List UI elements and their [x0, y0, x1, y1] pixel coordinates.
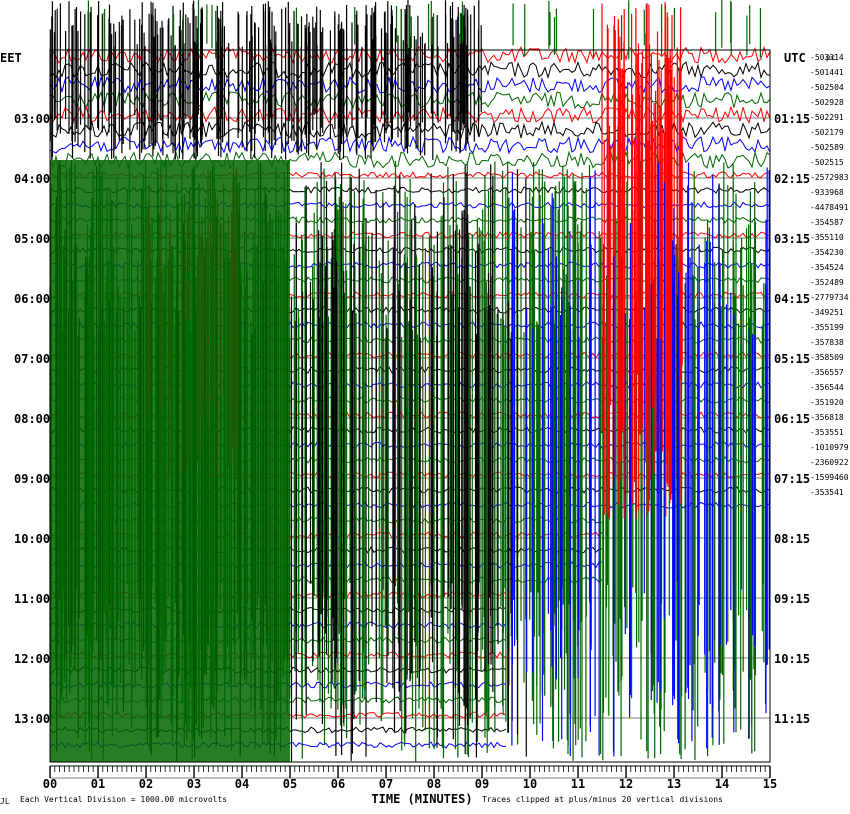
trace-offset-label: -352489	[810, 278, 844, 287]
right-time-label: 11:15	[774, 712, 810, 726]
trace-offset-label: -1599460	[810, 473, 849, 482]
trace-offset-label: -502589	[810, 143, 844, 152]
axis-labels: EET UTC pc 03:00 04:00 05:00 06:00 07:00 08:00 09…	[0, 51, 849, 806]
trace-offset-label: -358509	[810, 353, 844, 362]
left-time-label: 04:00	[14, 172, 50, 186]
x-tick-label: 12	[619, 777, 633, 791]
left-time-label: 07:00	[14, 352, 50, 366]
trace-offset-label: -353551	[810, 428, 844, 437]
trace-offset-label: -933968	[810, 188, 844, 197]
footer-clip-note: Traces clipped at plus/minus 20 vertical…	[482, 795, 723, 804]
trace-offset-label: -357838	[810, 338, 844, 347]
trace-offset-label: -351920	[810, 398, 844, 407]
x-axis-title: TIME (MINUTES)	[371, 792, 472, 806]
right-time-label: 02:15	[774, 172, 810, 186]
x-tick-label: 14	[715, 777, 729, 791]
trace-offset-label: -354587	[810, 218, 844, 227]
trace-offset-label: -4478491	[810, 203, 849, 212]
trace-offset-label: -502928	[810, 98, 844, 107]
trace-offset-label: -502515	[810, 158, 844, 167]
right-time-label: 06:15	[774, 412, 810, 426]
trace-offset-label: -356544	[810, 383, 844, 392]
x-tick-label: 13	[667, 777, 681, 791]
trace-offset-label: -2360922	[810, 458, 849, 467]
x-tick-label: 02	[139, 777, 153, 791]
trace-offset-label: -502179	[810, 128, 844, 137]
x-tick-label: 00	[43, 777, 57, 791]
x-tick-label: 07	[379, 777, 393, 791]
trace-offset-label: -349251	[810, 308, 844, 317]
x-tick-label: 11	[571, 777, 585, 791]
right-time-label: 05:15	[774, 352, 810, 366]
x-tick-label: 03	[187, 777, 201, 791]
trace-offset-label: -1010979	[810, 443, 849, 452]
left-time-label: 03:00	[14, 112, 50, 126]
left-time-label: 09:00	[14, 472, 50, 486]
left-time-label: 13:00	[14, 712, 50, 726]
right-time-label: 10:15	[774, 652, 810, 666]
plot-frame	[49, 49, 771, 778]
left-time-label: 05:00	[14, 232, 50, 246]
trace-offset-label: -354524	[810, 263, 844, 272]
right-time-label: 07:15	[774, 472, 810, 486]
x-tick-label: 15	[763, 777, 777, 791]
footer-mark: JL	[0, 797, 10, 806]
left-time-label: 08:00	[14, 412, 50, 426]
x-tick-label: 08	[427, 777, 441, 791]
trace-offset-label: -355110	[810, 233, 844, 242]
right-time-label: 01:15	[774, 112, 810, 126]
left-time-label: 10:00	[14, 532, 50, 546]
x-tick-label: 06	[331, 777, 345, 791]
trace-offset-label: -502504	[810, 83, 844, 92]
x-tick-label: 10	[523, 777, 537, 791]
right-time-label: 09:15	[774, 592, 810, 606]
left-time-label: 06:00	[14, 292, 50, 306]
right-time-label: 04:15	[774, 292, 810, 306]
trace-offset-label: -356818	[810, 413, 844, 422]
left-timezone-header: EET	[0, 51, 22, 65]
left-time-label: 12:00	[14, 652, 50, 666]
x-tick-label: 01	[91, 777, 105, 791]
right-time-label: 08:15	[774, 532, 810, 546]
trace-offset-label: -502291	[810, 113, 844, 122]
footer-scale-note: Each Vertical Division = 1000.00 microvo…	[20, 795, 227, 804]
left-time-label: 11:00	[14, 592, 50, 606]
trace-offset-label: -356557	[810, 368, 844, 377]
trace-offset-label: -355199	[810, 323, 844, 332]
trace-offset-label: -2572983	[810, 173, 849, 182]
x-tick-label: 05	[283, 777, 297, 791]
x-tick-label: 09	[475, 777, 489, 791]
plot-border	[49, 49, 771, 763]
trace-offset-label: -503314	[810, 53, 844, 62]
trace-offset-label: -501441	[810, 68, 844, 77]
x-tick-label: 04	[235, 777, 249, 791]
trace-offset-label: -354230	[810, 248, 844, 257]
right-timezone-header: UTC	[784, 51, 806, 65]
clipped-block	[50, 160, 290, 762]
corner-mark: pc	[826, 53, 836, 62]
trace-offset-label: -2779734	[810, 293, 849, 302]
seismic-traces	[49, 0, 771, 762]
right-time-label: 03:15	[774, 232, 810, 246]
trace-offset-label: -353541	[810, 488, 844, 497]
